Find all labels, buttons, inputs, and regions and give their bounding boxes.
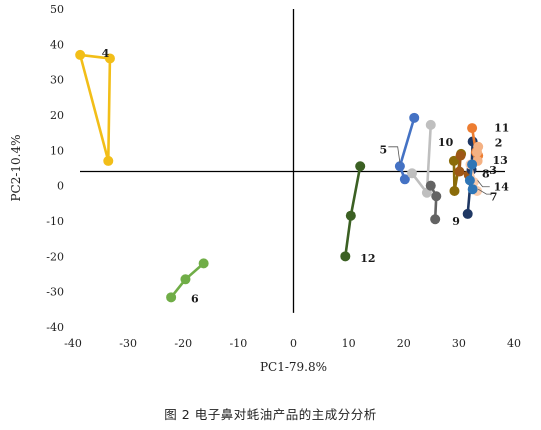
x-tick-label: 20 bbox=[397, 337, 411, 350]
data-point bbox=[467, 184, 478, 195]
data-point bbox=[103, 155, 114, 166]
point-label-3: 3 bbox=[489, 164, 497, 177]
point-label-13: 13 bbox=[493, 154, 508, 167]
series-14 bbox=[464, 159, 478, 195]
data-point bbox=[455, 150, 466, 161]
x-tick-label: 40 bbox=[507, 337, 521, 350]
data-point bbox=[104, 53, 115, 64]
data-point bbox=[472, 147, 483, 158]
data-point bbox=[75, 49, 86, 60]
y-axis-ticks: -40 -30 -20 -10 0 10 20 30 40 50 bbox=[46, 3, 64, 334]
pca-scatter-chart: -40 -30 -20 -10 0 10 20 30 40 -40 -30 -20 -10 0 10 20 3… bbox=[9, 3, 521, 374]
point-label-14: 14 bbox=[494, 180, 510, 193]
data-point bbox=[407, 168, 418, 179]
x-tick-label: -40 bbox=[64, 337, 82, 350]
y-tick-label: 30 bbox=[50, 74, 64, 87]
figure-caption: 图 2 电子鼻对蚝油产品的主成分分析 bbox=[164, 407, 377, 422]
y-tick-label: 20 bbox=[50, 109, 64, 122]
point-label-4: 4 bbox=[102, 47, 110, 60]
leader-line bbox=[477, 188, 491, 195]
x-tick-label: -30 bbox=[119, 337, 137, 350]
data-point bbox=[430, 214, 441, 225]
data-point bbox=[166, 292, 177, 303]
x-axis-ticks: -40 -30 -20 -10 0 10 20 30 40 bbox=[64, 337, 521, 350]
point-label-6: 6 bbox=[191, 293, 199, 306]
data-point bbox=[449, 185, 460, 196]
x-tick-label: 10 bbox=[342, 337, 356, 350]
x-tick-label: -10 bbox=[230, 337, 248, 350]
data-point bbox=[180, 274, 191, 285]
y-tick-label: 40 bbox=[50, 38, 64, 51]
data-point bbox=[425, 119, 436, 130]
data-point bbox=[467, 159, 478, 170]
point-label-12: 12 bbox=[360, 252, 375, 265]
y-tick-label: 0 bbox=[57, 180, 64, 193]
data-point bbox=[340, 251, 351, 262]
x-tick-label: 30 bbox=[452, 337, 466, 350]
point-label-5: 5 bbox=[379, 143, 387, 156]
series-layer bbox=[75, 49, 484, 303]
data-point bbox=[355, 161, 366, 172]
y-tick-label: -10 bbox=[46, 215, 64, 228]
leader-line bbox=[388, 146, 401, 163]
y-tick-label: -20 bbox=[46, 250, 64, 263]
series-line bbox=[429, 185, 438, 220]
series-line bbox=[78, 53, 112, 163]
y-axis-title: PC2-10.4% bbox=[9, 134, 23, 201]
point-label-11: 11 bbox=[494, 122, 509, 135]
point-label-layer: 4 6 12 5 10 9 8 3 2 11 13 147 bbox=[102, 47, 510, 306]
y-tick-label: 50 bbox=[50, 3, 64, 16]
data-point bbox=[198, 258, 209, 269]
series-12 bbox=[340, 161, 366, 262]
point-label-8: 8 bbox=[482, 167, 490, 180]
series-10 bbox=[407, 119, 436, 198]
data-point bbox=[467, 123, 478, 134]
point-label-7: 7 bbox=[490, 190, 498, 203]
y-tick-label: 10 bbox=[50, 144, 64, 157]
data-point bbox=[409, 112, 420, 123]
data-point bbox=[462, 208, 473, 219]
data-point bbox=[425, 180, 436, 191]
point-label-2: 2 bbox=[495, 137, 503, 150]
x-tick-label: -20 bbox=[174, 337, 192, 350]
y-tick-label: -40 bbox=[46, 321, 64, 334]
leader-line bbox=[477, 180, 490, 188]
y-tick-label: -30 bbox=[46, 286, 64, 299]
data-point bbox=[399, 174, 410, 185]
data-point bbox=[431, 191, 442, 202]
data-point bbox=[454, 166, 465, 177]
x-tick-label: 0 bbox=[290, 337, 297, 350]
series-13 bbox=[472, 141, 484, 166]
point-label-10: 10 bbox=[438, 136, 454, 149]
series-4 bbox=[75, 49, 115, 166]
data-point bbox=[345, 210, 356, 221]
x-axis-title: PC1-79.8% bbox=[260, 360, 327, 374]
data-point bbox=[394, 161, 405, 172]
point-label-9: 9 bbox=[452, 215, 460, 228]
series-6 bbox=[166, 258, 209, 303]
data-point bbox=[464, 175, 475, 186]
series-9 bbox=[425, 180, 442, 225]
series-5 bbox=[394, 112, 420, 185]
